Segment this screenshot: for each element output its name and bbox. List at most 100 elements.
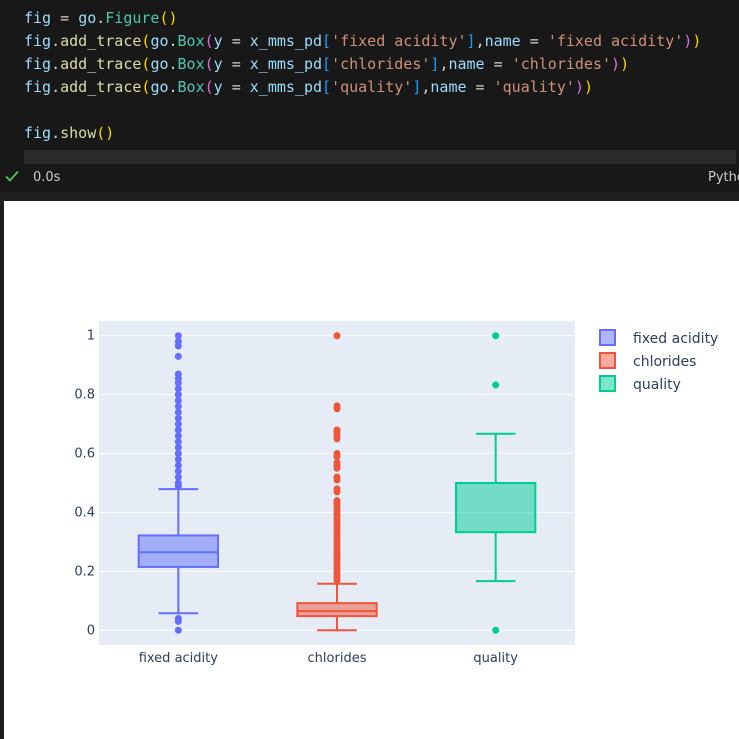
code-token: 'chlorides' xyxy=(331,55,431,73)
legend-label[interactable]: chlorides xyxy=(633,354,696,370)
code-token: [ xyxy=(322,78,332,96)
code-line: fig = go.Figure() xyxy=(24,7,178,29)
check-icon xyxy=(5,170,19,182)
code-token: ] xyxy=(412,78,422,96)
code-token: 'quality' xyxy=(493,78,575,96)
code-token: . xyxy=(96,9,106,27)
outlier-point xyxy=(492,381,500,389)
code-token: y xyxy=(213,78,223,96)
code-token: ) xyxy=(611,55,621,73)
code-token: , xyxy=(439,55,449,73)
legend-swatch[interactable] xyxy=(599,329,616,346)
outlier-point xyxy=(174,482,182,490)
code-token: Figure xyxy=(105,9,160,27)
outlier-point xyxy=(492,626,500,634)
code-cell[interactable]: fig = go.Figure() fig.add_trace(go.Box(y … xyxy=(0,0,739,192)
y-tick-label: 1 xyxy=(87,329,95,344)
code-token: ( xyxy=(141,32,151,50)
outlier-point xyxy=(174,342,182,350)
x-tick-label: quality xyxy=(473,651,518,666)
code-token: = xyxy=(51,9,79,27)
legend-swatch[interactable] xyxy=(599,352,616,369)
code-token: 'chlorides' xyxy=(511,55,612,73)
outlier-point xyxy=(174,352,182,360)
cell-cursor-line[interactable] xyxy=(24,150,736,164)
outlier-point xyxy=(174,379,182,387)
outlier-point xyxy=(174,626,182,634)
iqr-box xyxy=(455,482,537,534)
box-plot[interactable]: 0 0.2 0.4 0.6 0.8 1 fixed acidity chlorides qual… xyxy=(4,201,739,739)
code-line: fig.add_trace(go.Box(y = x_mms_pd['fixed… xyxy=(24,30,701,52)
outlier-point xyxy=(492,332,500,340)
legend-swatch[interactable] xyxy=(599,375,616,392)
outlier-point xyxy=(174,450,182,458)
code-token: , xyxy=(421,78,431,96)
outlier-point xyxy=(174,432,182,440)
code-token: Box xyxy=(177,32,205,50)
code-token: add_trace xyxy=(60,55,142,73)
outlier-point xyxy=(174,414,182,422)
code-token: go xyxy=(150,55,169,73)
outlier-point xyxy=(333,435,341,443)
code-token: , xyxy=(475,32,485,50)
code-token: [ xyxy=(322,32,332,50)
code-token: ) xyxy=(692,32,702,50)
code-token: = xyxy=(222,78,250,96)
y-tick-label: 0.6 xyxy=(74,447,95,462)
code-token: . xyxy=(51,55,61,73)
code-token: ( xyxy=(204,78,214,96)
outlier-point xyxy=(174,391,182,399)
code-token: . xyxy=(168,55,178,73)
code-token: Box xyxy=(177,55,205,73)
code-token: fig xyxy=(24,55,52,73)
execution-time: 0.0s xyxy=(33,170,61,185)
code-token: ( xyxy=(141,78,151,96)
code-token: . xyxy=(51,78,61,96)
outlier-point xyxy=(174,385,182,393)
code-line: fig.add_trace(go.Box(y = x_mms_pd['chlor… xyxy=(24,53,629,75)
outlier-point xyxy=(333,576,341,584)
code-token: [ xyxy=(322,55,332,73)
code-token: y xyxy=(213,32,223,50)
code-token: go xyxy=(150,32,169,50)
outlier-point xyxy=(174,397,182,405)
cell-status-bar: 0.0s Python xyxy=(0,166,739,192)
code-token: ( xyxy=(204,32,214,50)
x-tick-label: fixed acidity xyxy=(139,651,219,666)
code-token: x_mms_pd xyxy=(249,55,323,73)
output-area: 0 0.2 0.4 0.6 0.8 1 fixed acidity chlorides qual… xyxy=(4,201,739,739)
outlier-point xyxy=(174,444,182,452)
code-token: ] xyxy=(466,32,476,50)
code-token: y xyxy=(213,55,223,73)
outlier-point xyxy=(333,464,341,472)
kernel-label[interactable]: Python xyxy=(708,170,739,185)
code-token: show xyxy=(60,124,97,142)
outlier-point xyxy=(174,402,182,410)
y-tick-label: 0.4 xyxy=(74,505,95,520)
code-token: fig xyxy=(24,32,52,50)
code-token: name xyxy=(484,32,521,50)
code-token: () xyxy=(96,124,115,142)
outlier-point xyxy=(174,455,182,463)
y-tick-label: 0.8 xyxy=(74,388,95,403)
outlier-point xyxy=(333,452,341,460)
legend-label[interactable]: quality xyxy=(633,377,681,393)
code-line: fig.show() xyxy=(24,122,114,144)
code-token: . xyxy=(168,32,178,50)
code-token: ) xyxy=(583,78,593,96)
outlier-point xyxy=(333,488,341,496)
outlier-point xyxy=(174,426,182,434)
code-token: add_trace xyxy=(60,32,142,50)
legend-label[interactable]: fixed acidity xyxy=(633,331,718,347)
iqr-box xyxy=(296,602,378,618)
outlier-point xyxy=(174,467,182,475)
outlier-point xyxy=(174,438,182,446)
code-line: fig.add_trace(go.Box(y = x_mms_pd['quali… xyxy=(24,76,593,98)
code-token: name xyxy=(430,78,467,96)
code-token: ] xyxy=(430,55,440,73)
outlier-point xyxy=(333,476,341,484)
y-tick-label: 0 xyxy=(87,623,95,638)
outlier-point xyxy=(174,420,182,428)
x-tick-label: chlorides xyxy=(308,651,367,666)
code-token: 'fixed acidity' xyxy=(547,32,684,50)
